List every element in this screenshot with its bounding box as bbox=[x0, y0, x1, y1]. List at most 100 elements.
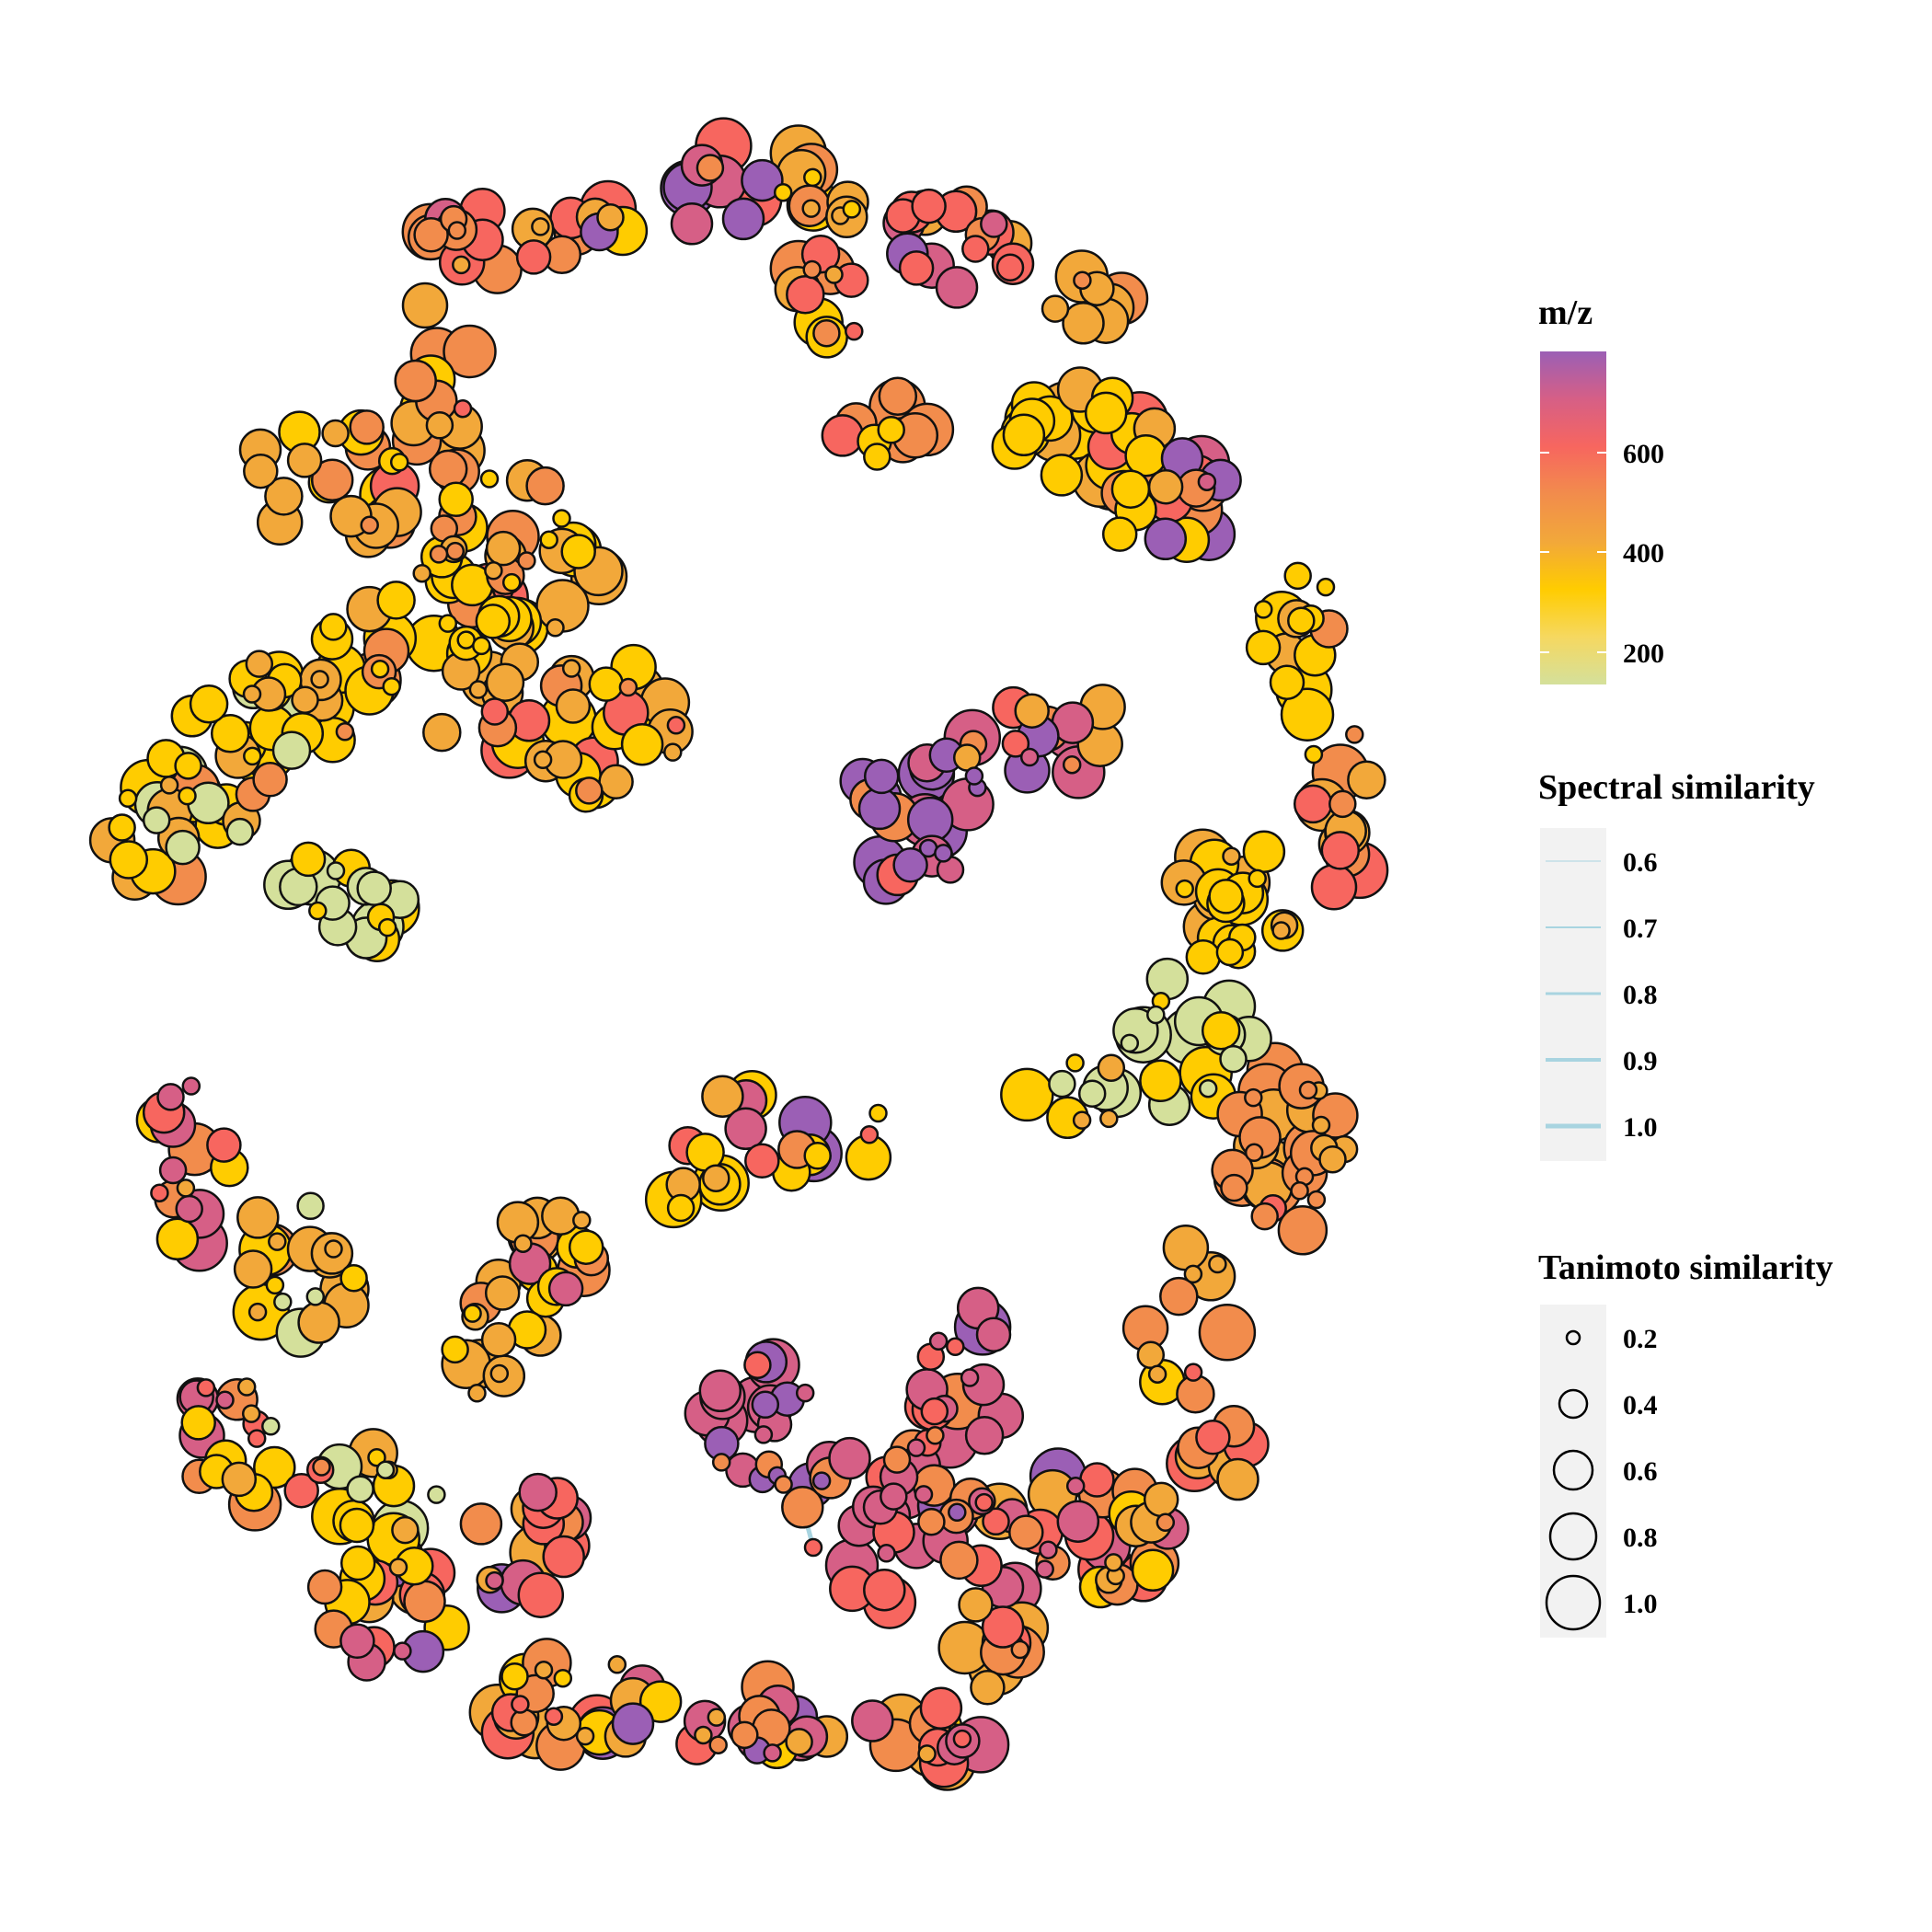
network-node bbox=[261, 1417, 281, 1436]
network-node bbox=[475, 604, 512, 639]
size-key-label: 0.8 bbox=[1623, 1523, 1658, 1553]
network-node bbox=[438, 614, 458, 633]
network-node bbox=[225, 817, 255, 846]
network-node bbox=[158, 1156, 188, 1185]
network-nodes bbox=[88, 117, 1389, 1791]
network-node bbox=[958, 1587, 994, 1623]
network-node bbox=[525, 466, 565, 506]
network-node bbox=[743, 1351, 772, 1379]
network-node bbox=[401, 282, 449, 329]
network-node bbox=[1062, 754, 1082, 775]
network-node bbox=[243, 746, 262, 766]
network-node bbox=[310, 458, 354, 501]
network-node bbox=[265, 1275, 285, 1295]
network-node bbox=[974, 1492, 994, 1512]
network-node bbox=[926, 1426, 945, 1445]
network-node bbox=[480, 1322, 517, 1358]
network-node bbox=[620, 722, 664, 766]
network-node bbox=[721, 197, 765, 241]
network-node bbox=[356, 870, 392, 906]
network-node bbox=[952, 1729, 972, 1749]
network-node bbox=[773, 182, 793, 202]
network-node bbox=[701, 1075, 744, 1118]
network-node bbox=[1290, 1181, 1309, 1201]
network-node bbox=[176, 1179, 196, 1198]
network-node bbox=[1320, 831, 1361, 870]
network-node bbox=[306, 1569, 343, 1605]
network-node bbox=[382, 676, 401, 696]
network-node bbox=[560, 534, 596, 569]
network-node bbox=[165, 829, 201, 866]
network-node bbox=[1311, 1115, 1331, 1135]
network-node bbox=[480, 697, 510, 726]
network-node bbox=[1250, 1202, 1279, 1231]
network-node bbox=[247, 1302, 268, 1322]
network-node bbox=[1084, 391, 1128, 435]
network-node bbox=[1099, 1109, 1119, 1129]
network-node bbox=[533, 750, 553, 770]
network-node bbox=[1019, 747, 1040, 767]
size-legend: Tanimoto similarity 0.2 0.4 0.6 0.8 1.0 bbox=[1538, 1248, 1834, 1638]
network-node bbox=[447, 221, 467, 240]
network-node bbox=[812, 318, 841, 348]
network-node bbox=[707, 1708, 727, 1727]
network-node bbox=[892, 847, 928, 883]
network-node bbox=[468, 680, 489, 699]
network-node bbox=[1040, 454, 1084, 497]
network-node bbox=[845, 321, 864, 341]
network-node bbox=[517, 551, 536, 570]
network-node bbox=[964, 1416, 1005, 1455]
network-node bbox=[1072, 1110, 1092, 1130]
network-node bbox=[964, 766, 984, 786]
network-node bbox=[515, 239, 552, 275]
network-node bbox=[221, 1461, 258, 1498]
network-node bbox=[544, 1707, 564, 1726]
network-node bbox=[935, 266, 979, 309]
network-node bbox=[1010, 1639, 1030, 1660]
network-node bbox=[863, 1568, 906, 1612]
network-node bbox=[842, 200, 862, 219]
network-node bbox=[1222, 846, 1241, 866]
network-node bbox=[1041, 294, 1070, 323]
network-node bbox=[394, 359, 437, 403]
network-node bbox=[181, 1076, 201, 1096]
network-node bbox=[575, 1726, 595, 1746]
network-node bbox=[724, 1107, 767, 1151]
size-key-label: 1.0 bbox=[1623, 1589, 1658, 1619]
network-node bbox=[928, 1331, 949, 1351]
network-node bbox=[1110, 469, 1151, 509]
network-node bbox=[159, 776, 179, 795]
network-node bbox=[753, 1425, 774, 1444]
network-node bbox=[517, 1571, 565, 1618]
network-node bbox=[233, 1249, 273, 1289]
network-node bbox=[877, 416, 905, 444]
network-node bbox=[484, 1275, 521, 1311]
mz-colorbar bbox=[1540, 351, 1606, 684]
network-node bbox=[109, 840, 149, 880]
network-node bbox=[1077, 1079, 1107, 1108]
edge-key-label: 0.8 bbox=[1623, 980, 1658, 1010]
network-node bbox=[920, 1397, 949, 1426]
network-node bbox=[1245, 629, 1282, 666]
network-node bbox=[243, 453, 279, 489]
network-node bbox=[1269, 664, 1305, 700]
network-node bbox=[174, 752, 202, 780]
network-node bbox=[273, 1292, 293, 1312]
mz-tick-label: 200 bbox=[1623, 638, 1664, 669]
network-node bbox=[1219, 1044, 1248, 1074]
network-node bbox=[811, 1471, 832, 1490]
network-node bbox=[1146, 1005, 1166, 1025]
network-node bbox=[308, 901, 328, 921]
network-node bbox=[878, 376, 918, 417]
network-node bbox=[335, 722, 355, 742]
network-node bbox=[1197, 472, 1217, 491]
network-node bbox=[531, 217, 550, 236]
molecular-network bbox=[88, 117, 1389, 1791]
network-node bbox=[479, 469, 500, 489]
network-node bbox=[1183, 1363, 1203, 1382]
network-node bbox=[1208, 1254, 1227, 1274]
network-node bbox=[1104, 1553, 1123, 1572]
network-node bbox=[939, 1540, 979, 1581]
network-node bbox=[456, 630, 476, 650]
network-node bbox=[346, 1475, 374, 1503]
